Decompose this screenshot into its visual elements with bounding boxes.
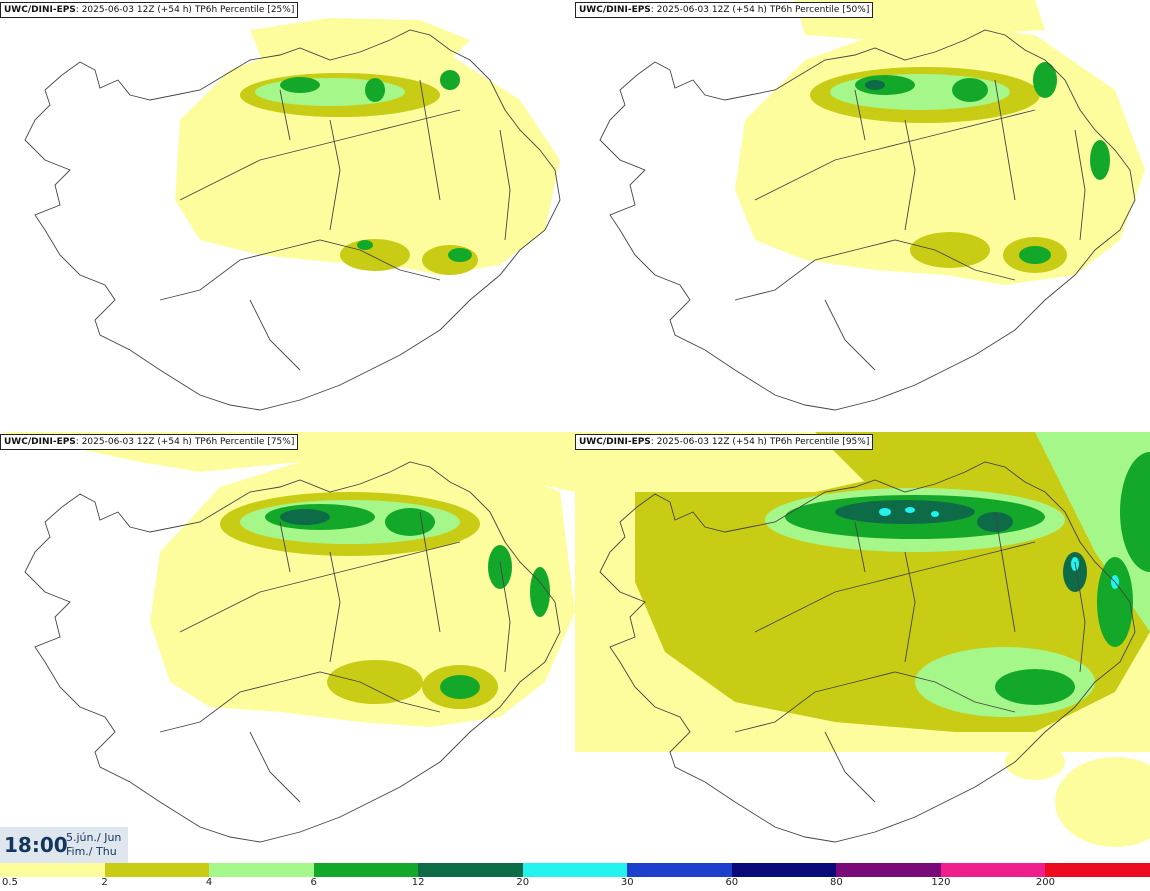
precip-map-p25 (0, 0, 575, 432)
valid-date: 5.jún./ Jun Fim./ Thu (66, 831, 121, 859)
valid-time-box: 18:00 5.jún./ Jun Fim./ Thu (0, 827, 128, 863)
colorbar-tick-label: 2 (101, 877, 108, 888)
panel-title: UWC/DINI-EPS: 2025-06-03 12Z (+54 h) TP6… (0, 2, 299, 18)
colorbar-tick-label: 30 (620, 877, 634, 888)
colorbar-segment (104, 863, 210, 877)
colorbar-segment (418, 863, 524, 877)
precip-map-p75 (0, 432, 575, 864)
colorbar-segment (209, 863, 315, 877)
colorbar-segment (1045, 863, 1150, 877)
map-panel-p95: UWC/DINI-EPS: 2025-06-03 12Z (+54 h) TP6… (575, 432, 1150, 864)
precip-map-p95 (575, 432, 1150, 864)
colorbar-tick-label: 12 (411, 877, 425, 888)
panel-title: UWC/DINI-EPS: 2025-06-03 12Z (+54 h) TP6… (0, 434, 299, 450)
colorbar-legend: 0.5 2 4 6 12 20 30 60 80 120 200 (0, 863, 1150, 891)
panel-title: UWC/DINI-EPS: 2025-06-03 12Z (+54 h) TP6… (575, 434, 874, 450)
colorbar-segment (313, 863, 419, 877)
colorbar-segment (836, 863, 942, 877)
colorbar-segment (731, 863, 837, 877)
map-panel-p25: UWC/DINI-EPS: 2025-06-03 12Z (+54 h) TP6… (0, 0, 575, 432)
colorbar-tick-label: 80 (829, 877, 843, 888)
colorbar-tick-label: 60 (725, 877, 739, 888)
valid-day-line: Fim./ Thu (66, 845, 117, 858)
precip-map-p50 (575, 0, 1150, 432)
colorbar-tick-label: 6 (310, 877, 317, 888)
panel-title: UWC/DINI-EPS: 2025-06-03 12Z (+54 h) TP6… (575, 2, 874, 18)
colorbar-segment (940, 863, 1046, 877)
valid-time-clock: 18:00 (4, 833, 68, 857)
colorbar-segment (522, 863, 628, 877)
colorbar-tick-label: 20 (516, 877, 530, 888)
colorbar-tick-label: 120 (931, 877, 951, 888)
colorbar-tick-label: 0.5 (2, 877, 18, 888)
colorbar-segment (0, 863, 106, 877)
map-panel-p75: UWC/DINI-EPS: 2025-06-03 12Z (+54 h) TP6… (0, 432, 575, 864)
valid-date-line: 5.jún./ Jun (66, 831, 122, 844)
colorbar-tick-label: 4 (205, 877, 213, 888)
colorbar-segment (627, 863, 733, 877)
map-panel-p50: UWC/DINI-EPS: 2025-06-03 12Z (+54 h) TP6… (575, 0, 1150, 432)
colorbar-tick-label: 200 (1035, 877, 1055, 888)
